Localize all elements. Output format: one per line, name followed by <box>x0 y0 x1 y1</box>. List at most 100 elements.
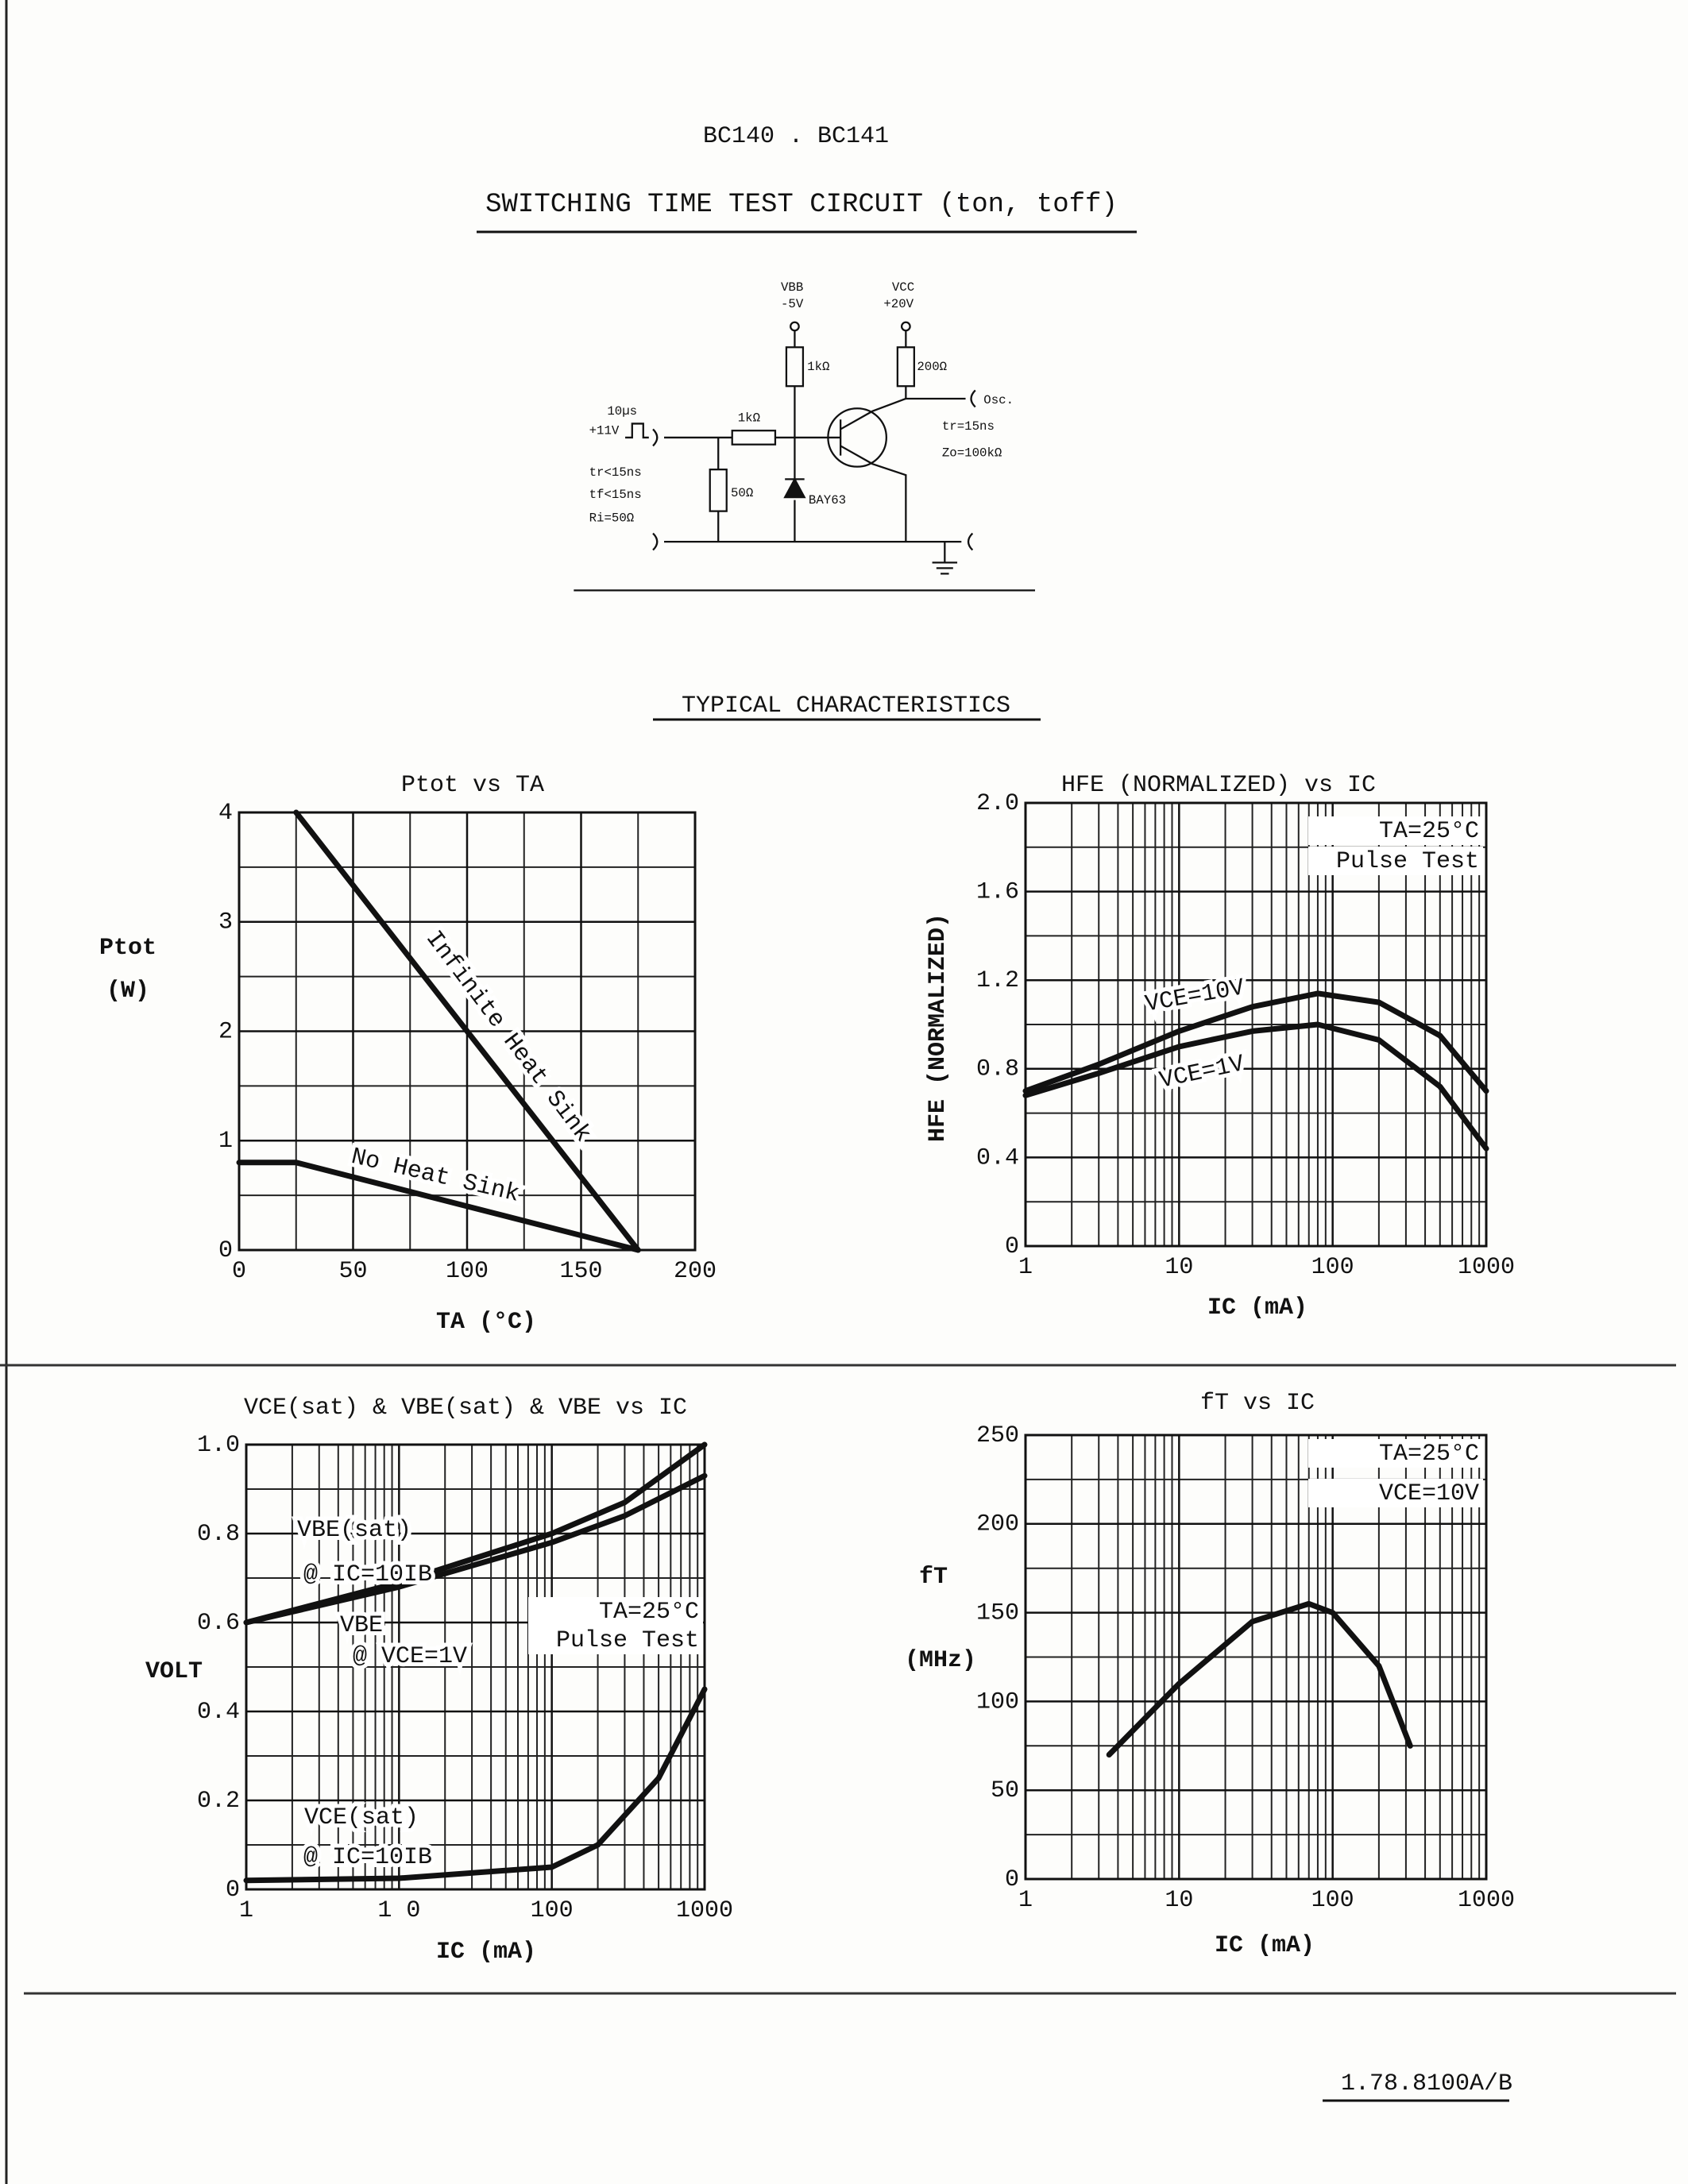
series-line <box>243 1441 708 1626</box>
x-tick-label: 100 <box>446 1258 489 1285</box>
y-tick-label: 1.0 <box>197 1432 240 1459</box>
circuit-label: VCC <box>892 280 914 295</box>
annotation: TA=25°C <box>1379 1441 1479 1468</box>
circuit: VBB -5V VCC +20V 1kΩ 200Ω Osc. 1kΩ tr=15… <box>574 280 1036 592</box>
ground <box>932 542 958 575</box>
series-line <box>1022 1021 1489 1152</box>
circuit-label: 50Ω <box>731 486 753 500</box>
diode <box>783 477 806 499</box>
y-axis-label: fT <box>919 1564 948 1591</box>
x-axis-label: IC (mA) <box>436 1939 536 1966</box>
wire <box>905 330 976 408</box>
x-tick-label: 1000 <box>1458 1254 1515 1281</box>
y-tick-label: 0.4 <box>976 1144 1019 1171</box>
resistor <box>896 346 915 388</box>
chart: 0 0.4 0.8 1.2 1.6 2.0 1 10 100 1000 HFE (NORMALIZE… <box>925 772 1515 1322</box>
x-tick-label: 150 <box>559 1258 602 1285</box>
chart: 0 50 100 150 200 250 1 10 100 1000 fT vs IC IC (mA)… <box>905 1390 1515 1959</box>
series-condition: @ IC=10IB <box>303 1844 432 1871</box>
y-tick-label: 1.2 <box>976 967 1019 994</box>
y-tick-label: 3 <box>218 909 233 936</box>
x-axis-label: TA (°C) <box>436 1309 536 1336</box>
series-condition: @ VCE=1V <box>353 1643 467 1670</box>
circuit-label: 200Ω <box>917 360 947 374</box>
chart-title: VCE(sat) & VBE(sat) & VBE vs IC <box>244 1395 687 1422</box>
x-tick-label: 100 <box>531 1897 574 1924</box>
chart-title: fT vs IC <box>1200 1390 1315 1417</box>
y-axis-unit: (W) <box>106 978 149 1005</box>
circuit-label: +11V <box>589 423 620 438</box>
y-tick-label: 250 <box>976 1422 1019 1449</box>
x-tick-label: 1 <box>1018 1887 1033 1914</box>
series-line <box>243 1472 708 1626</box>
x-tick-label: 200 <box>674 1258 717 1285</box>
circuit-label: tr=15ns <box>942 419 995 434</box>
y-tick-label: 150 <box>976 1600 1019 1627</box>
annotation: TA=25°C <box>599 1599 699 1626</box>
y-tick-label: 4 <box>218 800 233 827</box>
y-tick-label: 200 <box>976 1511 1019 1538</box>
part-number: BC140 . BC141 <box>703 123 889 150</box>
annotation: Pulse Test <box>1336 848 1479 875</box>
y-tick-label: 2 <box>218 1018 233 1045</box>
circuit-title: SWITCHING TIME TEST CIRCUIT (ton, toff) <box>485 190 1118 220</box>
x-tick-label: 10 <box>1165 1254 1193 1281</box>
y-tick-label: 0.8 <box>197 1521 240 1548</box>
circuit-label: Ri=50Ω <box>589 511 635 526</box>
series-line <box>1106 1600 1413 1758</box>
y-tick-label: 0.4 <box>197 1699 240 1726</box>
circuit-label: tf<15ns <box>589 488 642 502</box>
annotation-bg <box>528 1597 703 1626</box>
resistor <box>731 430 777 446</box>
annotation-bg <box>528 1626 703 1654</box>
plot-frame <box>245 1443 706 1891</box>
circuit-label: 1kΩ <box>738 411 760 426</box>
circuit-label: 1kΩ <box>807 360 829 374</box>
circuit-label: tr<15ns <box>589 465 642 480</box>
y-tick-label: 0 <box>1005 1233 1019 1260</box>
y-axis-label: Ptot <box>99 935 156 962</box>
series-label: VBE <box>340 1612 383 1639</box>
series-line <box>293 809 641 1253</box>
plot-frame <box>1024 801 1488 1248</box>
y-tick-label: 0 <box>1005 1866 1019 1893</box>
annotation-bg <box>1308 1479 1483 1507</box>
chart-title: HFE (NORMALIZED) vs IC <box>1061 772 1376 799</box>
x-tick-label: 1 0 <box>377 1897 420 1924</box>
plot-frame <box>1024 1433 1488 1881</box>
y-tick-label: 2.0 <box>976 790 1019 817</box>
resistor <box>709 469 728 512</box>
x-tick-label: 1 <box>239 1897 253 1924</box>
y-tick-label: 0.6 <box>197 1610 240 1637</box>
x-tick-label: 1000 <box>1458 1887 1515 1914</box>
y-tick-label: 100 <box>976 1688 1019 1715</box>
x-axis-label: IC (mA) <box>1207 1295 1308 1322</box>
series-line <box>1022 990 1489 1094</box>
x-tick-label: 0 <box>232 1258 246 1285</box>
y-tick-label: 0 <box>226 1877 240 1904</box>
y-axis-unit: (MHz) <box>905 1647 976 1674</box>
x-tick-label: 100 <box>1311 1254 1354 1281</box>
transistor <box>827 407 887 468</box>
y-tick-label: 1 <box>218 1128 233 1155</box>
circuit-label: Zo=100kΩ <box>942 446 1002 460</box>
chart: 0 0.2 0.4 0.6 0.8 1.0 1 1 0 100 1000 VCE(sat) & VB… <box>145 1395 733 1966</box>
x-tick-label: 50 <box>338 1258 367 1285</box>
series-line <box>236 1160 641 1253</box>
annotation: Pulse Test <box>556 1627 699 1654</box>
x-tick-label: 1 <box>1018 1254 1033 1281</box>
circuit-label: 10µs <box>607 404 637 419</box>
chart-title: Ptot vs TA <box>401 772 544 799</box>
resistor <box>785 346 805 388</box>
y-tick-label: 0.2 <box>197 1788 240 1815</box>
series-line <box>243 1686 708 1884</box>
circuit-label: BAY63 <box>809 493 846 507</box>
series-label: VCE(sat) <box>304 1804 419 1831</box>
series-label: VBE(sat) <box>297 1517 411 1544</box>
x-tick-label: 1000 <box>676 1897 733 1924</box>
y-axis-label: VOLT <box>145 1658 203 1685</box>
y-tick-label: 50 <box>991 1777 1019 1804</box>
wire <box>652 428 841 447</box>
y-tick-label: 1.6 <box>976 879 1019 906</box>
